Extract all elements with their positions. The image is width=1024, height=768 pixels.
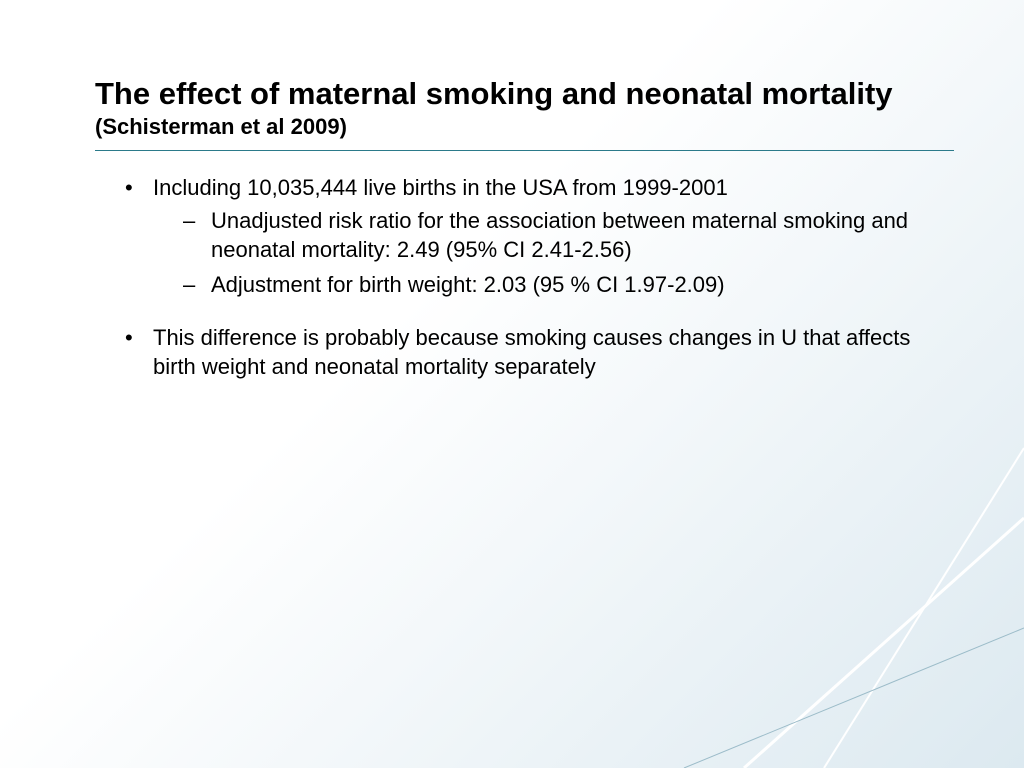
bullet-text: Including 10,035,444 live births in the … bbox=[153, 175, 728, 200]
bullet-item: Including 10,035,444 live births in the … bbox=[125, 173, 954, 299]
slide-content: The effect of maternal smoking and neona… bbox=[0, 0, 1024, 768]
title-divider bbox=[95, 150, 954, 151]
sub-bullet-text: Unadjusted risk ratio for the associatio… bbox=[211, 208, 908, 262]
slide-title: The effect of maternal smoking and neona… bbox=[95, 76, 893, 111]
bullet-list: Including 10,035,444 live births in the … bbox=[95, 173, 954, 381]
sub-bullet-text: Adjustment for birth weight: 2.03 (95 % … bbox=[211, 272, 725, 297]
slide-citation: (Schisterman et al 2009) bbox=[95, 114, 347, 139]
sub-bullet-item: Unadjusted risk ratio for the associatio… bbox=[183, 206, 954, 264]
slide-title-block: The effect of maternal smoking and neona… bbox=[95, 75, 954, 140]
bullet-text: This difference is probably because smok… bbox=[153, 325, 910, 379]
sub-bullet-item: Adjustment for birth weight: 2.03 (95 % … bbox=[183, 270, 954, 299]
bullet-item: This difference is probably because smok… bbox=[125, 323, 954, 381]
sub-bullet-list: Unadjusted risk ratio for the associatio… bbox=[153, 206, 954, 299]
